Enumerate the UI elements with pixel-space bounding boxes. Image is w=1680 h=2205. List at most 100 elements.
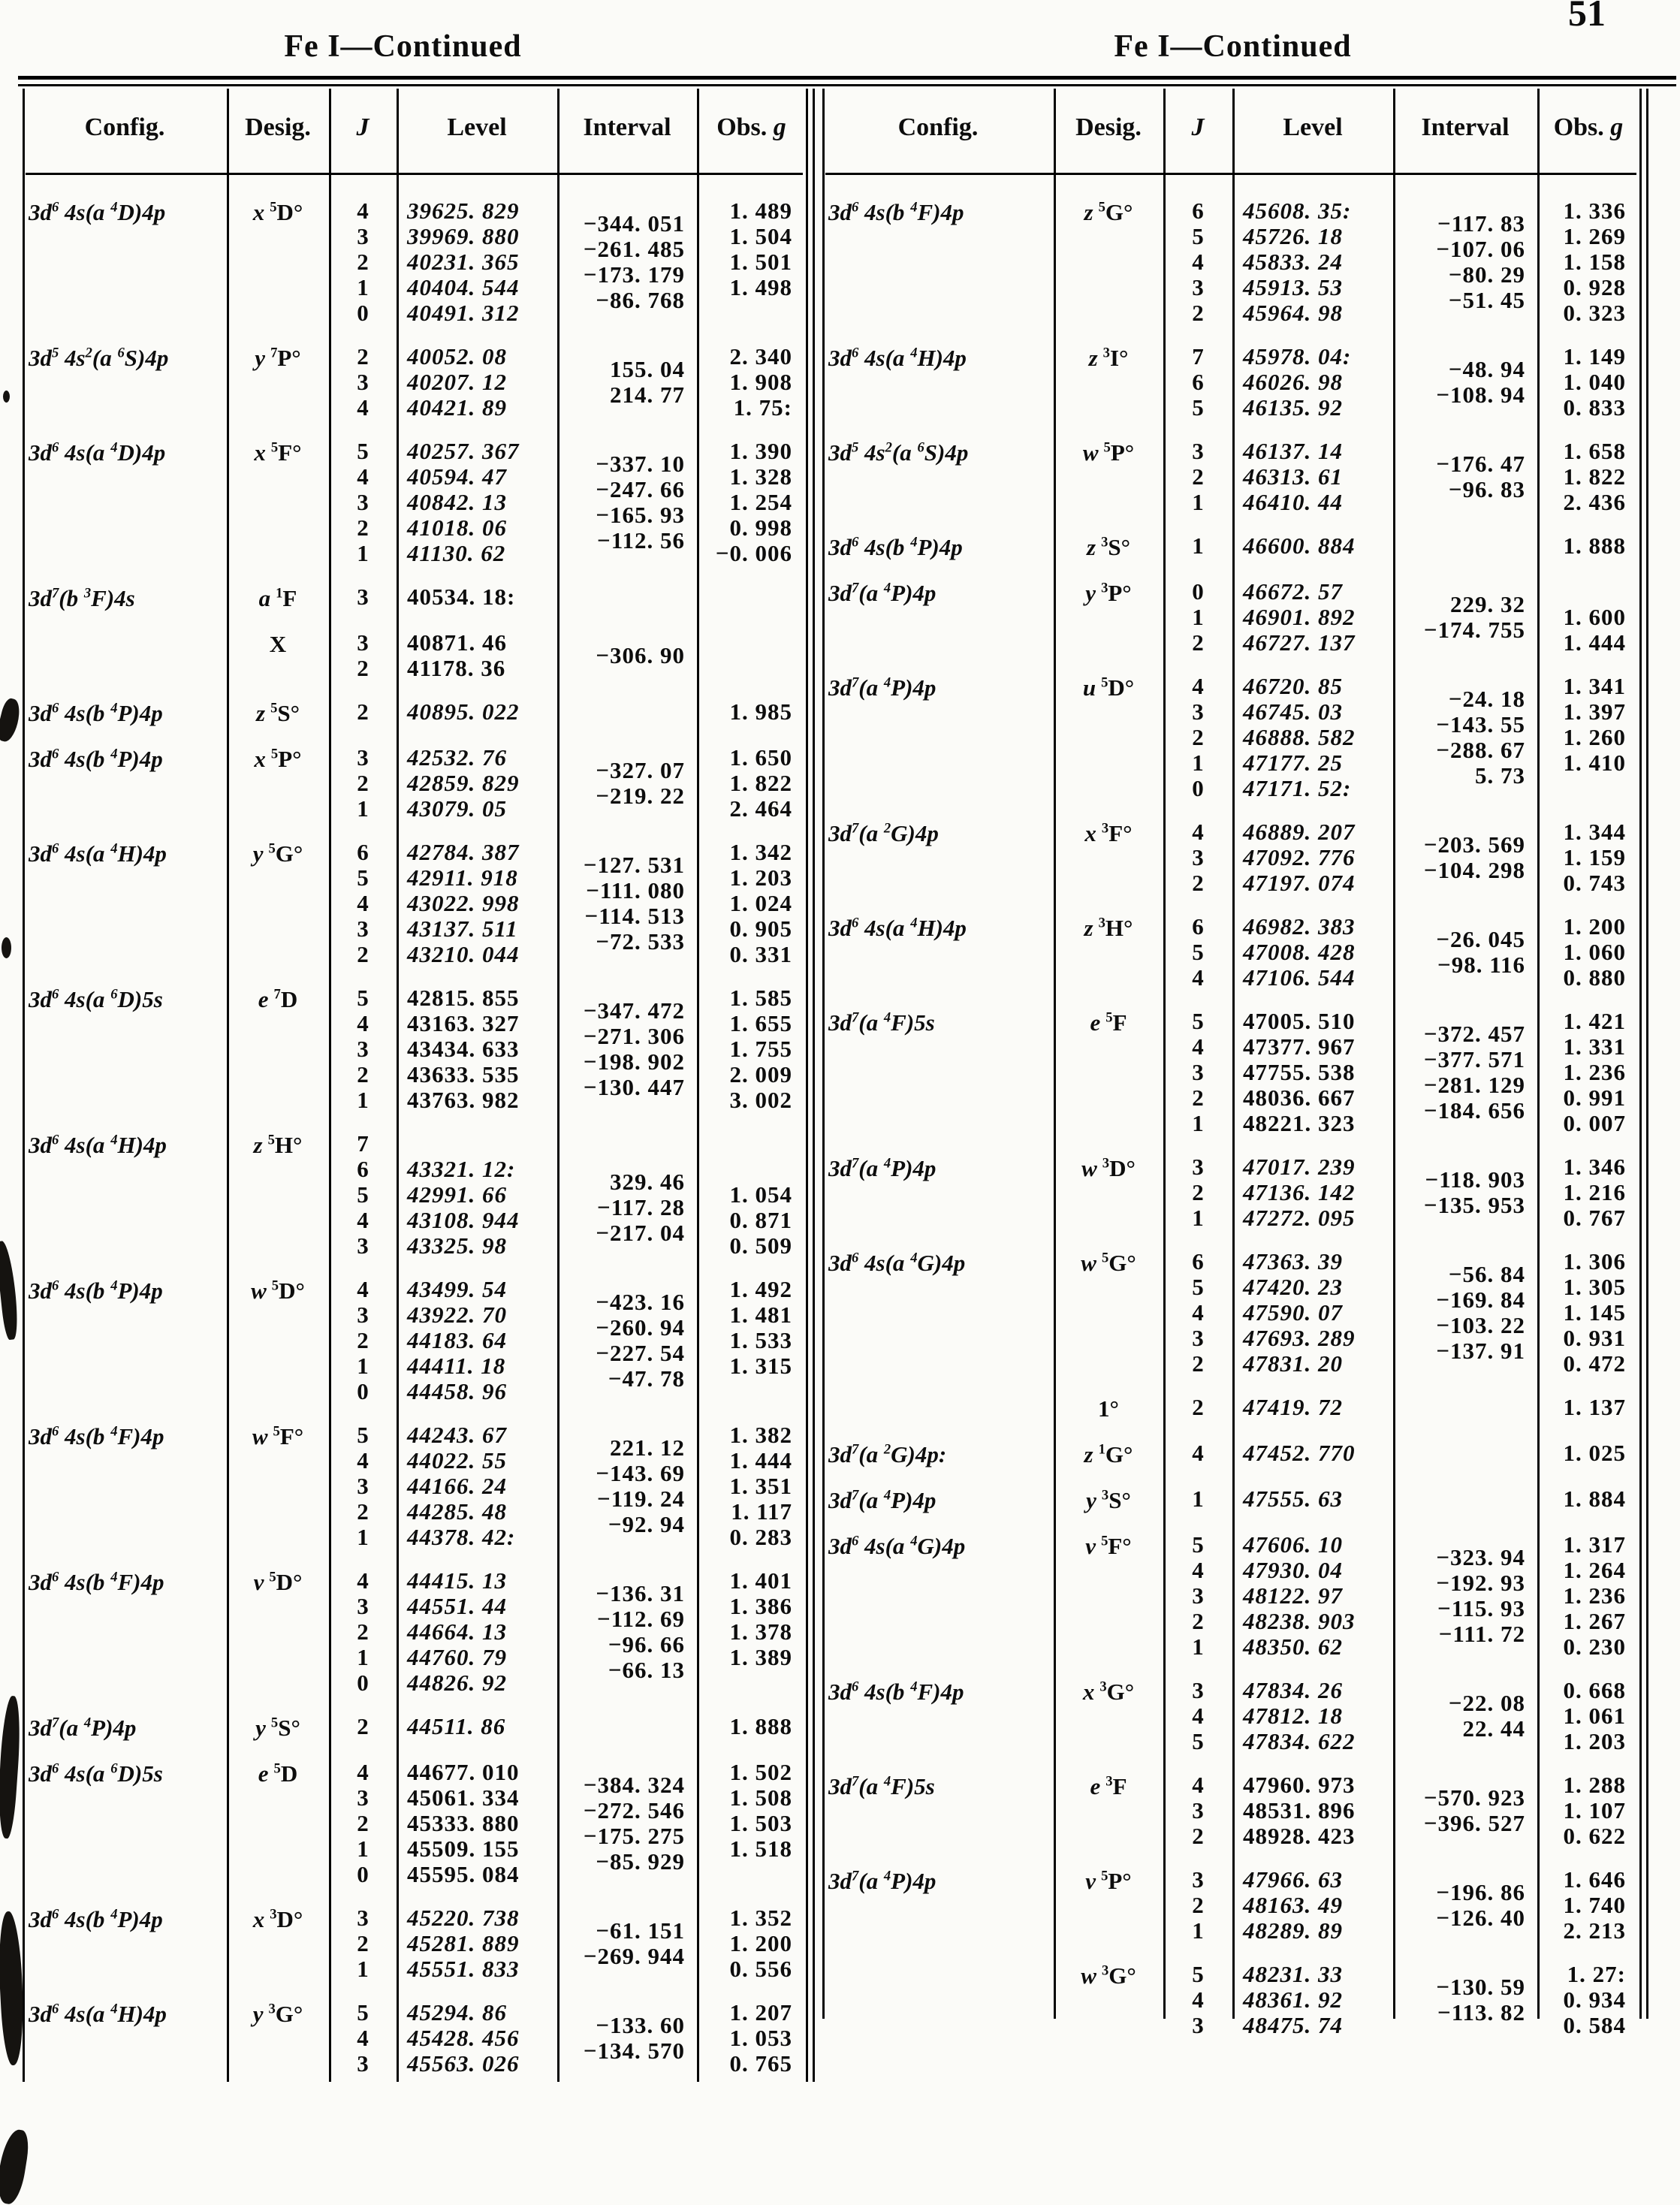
g-value: 1. 159 (1563, 844, 1626, 870)
j-value: 0 (357, 1670, 369, 1696)
j-value: 3 (357, 1905, 369, 1931)
interval-value: −143. 55 (1436, 711, 1525, 738)
level-value: 45833. 24 (1243, 249, 1343, 275)
desig-multiplicity: 5 (267, 1132, 275, 1148)
level-column: 42532. 76 42859. 829 43079. 05 (397, 745, 557, 822)
level-value: 45563. 026 (407, 2050, 520, 2077)
interval-value: −327. 07 (596, 757, 685, 783)
g-value: 0. 871 (729, 1207, 792, 1233)
interval-value: −86. 768 (596, 287, 685, 313)
g-value: 0. 998 (729, 514, 792, 541)
level-column: 47452. 770 (1232, 1440, 1393, 1468)
g-value: 1. 888 (1563, 532, 1626, 559)
term-block: 3d5 4s2(a 6S)4p y 7P° 2 3 4 40052. 08 40207. 12… (23, 344, 806, 421)
designation-cell: v 5D° (227, 1568, 329, 1696)
g-value: 1. 401 (729, 1567, 792, 1594)
level-value: 40871. 46 (407, 629, 507, 656)
config-cell (822, 1962, 1054, 2038)
interval-value: −111. 72 (1438, 1621, 1525, 1647)
obs-g-column: 1. 600 1. 444 (1537, 579, 1639, 656)
g-value: 0. 007 (1563, 1110, 1626, 1136)
desig-letter: z (1086, 534, 1096, 560)
column-rule (697, 89, 699, 2082)
g-value: 1. 315 (729, 1353, 792, 1379)
j-value: 3 (1192, 1059, 1204, 1085)
config-cell: 3d7(a 4P)4p (828, 1155, 937, 1181)
j-value: 3 (357, 369, 369, 395)
config-cell: 3d7(a 4F)5s (828, 1773, 935, 1799)
desig-letter: z (1084, 915, 1093, 941)
column-rule (822, 89, 825, 2019)
desig-letter: x (1082, 1679, 1095, 1705)
interval-column: −570. 923 −396. 527 (1393, 1772, 1537, 1849)
g-value (697, 656, 806, 681)
interval-column: −61. 151 −269. 944 (557, 1905, 697, 1982)
obs-g-column: 1. 137 (1537, 1395, 1639, 1422)
term-block: 3d6 4s(a 6D)5s e 5D 4 3 2 1 0 44677. 010 45061. 3… (23, 1760, 806, 1887)
interval-column: 221. 12 −143. 69 −119. 24 −92. 94 (557, 1422, 697, 1550)
obs-g-column: 1. 489 1. 504 1. 501 1. 498 (697, 198, 806, 326)
desig-multiplicity: 3 (1101, 1487, 1109, 1504)
g-value: 1. 053 (729, 2025, 792, 2051)
interval-value: −136. 31 (596, 1580, 685, 1606)
designation-cell: 1° (1054, 1395, 1163, 1422)
interval-value: −169. 84 (1436, 1287, 1525, 1313)
level-value: 47092. 776 (1243, 844, 1356, 870)
level-column: 47005. 510 47377. 967 47755. 538 48036. 667… (1232, 1009, 1393, 1136)
desig-multiplicity: 3 (1102, 345, 1110, 361)
interval-column: −130. 59 −113. 82 (1393, 1962, 1537, 2038)
interval-value: −117. 83 (1437, 210, 1525, 237)
desig-term: F° (279, 1423, 304, 1449)
j-value: 3 (1192, 1325, 1204, 1351)
term-block: 3d7(a 4P)4p y 5S° 2 44511. 86 1. 888 (23, 1714, 806, 1742)
config-cell: 3d7(a 4P)4p (29, 1715, 137, 1741)
level-value: 43499. 54 (407, 1276, 507, 1302)
desig-multiplicity: 7 (273, 986, 281, 1003)
j-value: 5 (1192, 1961, 1204, 1987)
interval-column: −117. 83 −107. 06 −80. 29 −51. 45 (1393, 198, 1537, 326)
designation-cell: x 3D° (227, 1905, 329, 1982)
interval-column: −56. 84 −169. 84 −103. 22 −137. 91 (1393, 1249, 1537, 1377)
j-value: 3 (1192, 274, 1204, 300)
j-value: 6 (1192, 198, 1204, 224)
desig-letter: e (1090, 1773, 1101, 1799)
g-value: 1. 533 (729, 1327, 792, 1353)
term-block: 3d7(a 4P)4p w 3D° 3 2 1 47017. 239 47136. 142 47… (822, 1154, 1639, 1231)
desig-term: G° (1108, 1250, 1136, 1276)
g-value: 1. 328 (729, 463, 792, 490)
level-value: 45333. 880 (407, 1810, 520, 1836)
table-left: Config. Desig. J Level Interval Obs. g 3d6 4s(… (23, 89, 815, 2082)
g-value: 1. 203 (729, 864, 792, 891)
desig-term: D° (1108, 674, 1135, 701)
g-value: 1. 755 (729, 1036, 792, 1062)
level-value: 44551. 44 (407, 1593, 507, 1619)
g-value: 0. 323 (1563, 300, 1626, 326)
level-value: 42815. 855 (407, 985, 520, 1011)
config-cell: 3d7(a 4P)4p (828, 1487, 937, 1513)
level-value: 47197. 074 (1243, 870, 1356, 896)
j-value: 2 (357, 1810, 369, 1836)
desig-letter: e (258, 986, 269, 1012)
interval-value: −112. 69 (597, 1606, 685, 1632)
j-value: 2 (1192, 1084, 1204, 1111)
desig-letter: w (1082, 439, 1099, 466)
table-title-right: Fe I—Continued (1114, 29, 1352, 64)
level-column: 40534. 18: (397, 584, 557, 612)
j-value: 2 (1192, 463, 1204, 490)
interval-value: −130. 447 (583, 1074, 685, 1100)
j-column: 2 (329, 699, 397, 727)
g-value: 1. 518 (729, 1835, 792, 1862)
desig-term: D° (279, 1277, 305, 1304)
desig-multiplicity: 7 (270, 345, 278, 361)
level-value: 43022. 998 (407, 890, 520, 916)
g-value (697, 1862, 806, 1887)
desig-letter: y (252, 2001, 264, 2027)
level-value: 43163. 327 (407, 1010, 520, 1036)
j-value: 3 (357, 1232, 369, 1259)
designation-cell: X (227, 630, 329, 681)
interval-value: −133. 60 (596, 2012, 685, 2038)
level-value: 40895. 022 (407, 698, 520, 725)
